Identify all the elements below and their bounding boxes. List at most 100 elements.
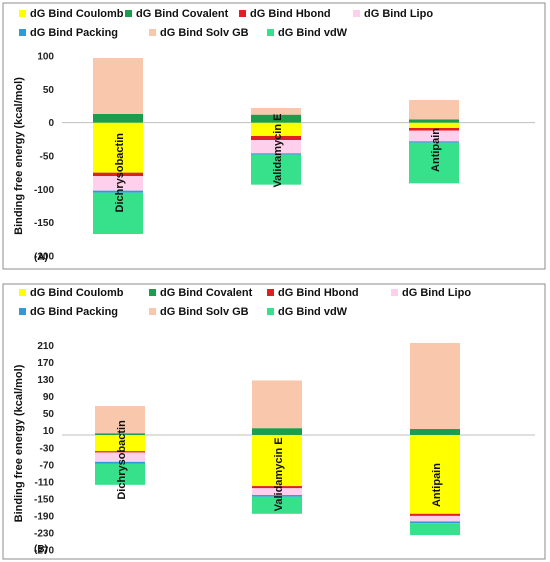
panel-a-bar-2-6 — [409, 142, 459, 184]
panel-b-ytick-6: -30 — [40, 443, 55, 454]
panel-b-ytick-12: -270 — [34, 546, 54, 557]
panel-a-legend-label-6: dG Bind vdW — [278, 27, 348, 39]
panel-a-legend-label-0: dG Bind Coulomb — [30, 8, 124, 20]
panel-b-legend-label-2: dG Bind Hbond — [278, 287, 359, 299]
panel-b-bar-2-3 — [410, 515, 460, 522]
panel-b-bar-0-4 — [95, 461, 145, 464]
panel-b-bar-0-1 — [95, 433, 145, 435]
panel-b-legend-label-0: dG Bind Coulomb — [30, 287, 124, 299]
panel-a-bar-2-5 — [409, 100, 459, 120]
panel-a-bar-1-4 — [251, 153, 301, 155]
panel-b-frame — [2, 283, 546, 560]
panel-b-bar-2-0 — [410, 434, 460, 514]
panel-a-legend-label-2: dG Bind Hbond — [250, 8, 331, 20]
panel-b-bar-1-3 — [252, 488, 302, 496]
panel-a-ytick-3: -50 — [40, 152, 55, 163]
panel-b-label: (B) — [34, 544, 48, 555]
panel-a-ytick-5: -150 — [34, 218, 54, 229]
panel-b-legend-label-1: dG Bind Covalent — [160, 287, 253, 299]
panel-b-ylabel: Binding free energy (kcal/mol) — [13, 364, 25, 522]
panel-b-ytick-7: -70 — [40, 460, 55, 471]
panel-b-legend-label-5: dG Bind Solv GB — [160, 306, 249, 318]
panel-a-legend-swatch-6 — [267, 29, 274, 36]
panel-b-bar-2-5 — [410, 342, 460, 430]
panel-a-bar-1-1 — [251, 114, 301, 123]
panel-a-legend-swatch-4 — [19, 29, 26, 36]
panel-a-legend-swatch-0 — [19, 10, 26, 17]
panel-a-legend-label-4: dG Bind Packing — [30, 27, 118, 39]
panel-a-ytick-0: 100 — [37, 52, 54, 63]
panel-a-bar-1-3 — [251, 140, 301, 154]
panel-a-bar-0-5 — [93, 58, 143, 114]
panel-a-ylabel: Binding free energy (kcal/mol) — [13, 77, 25, 235]
panel-a-ytick-6: -200 — [34, 252, 54, 263]
panel-b-legend-swatch-0 — [19, 289, 26, 296]
panel-b-ytick-10: -190 — [34, 511, 54, 522]
panel-b-bar-0-5 — [95, 406, 145, 434]
panel-a-bar-2-3 — [409, 130, 459, 142]
panel-b-legend-swatch-3 — [391, 289, 398, 296]
panel-b-bar-1-2 — [252, 486, 302, 489]
panel-a-category-label-1: Validamycin E — [272, 114, 284, 188]
panel-a-bar-1-5 — [251, 108, 301, 115]
panel-a-bar-1-0 — [251, 122, 301, 136]
panel-b-category-label-2: Antipain — [431, 463, 443, 507]
panel-b-ytick-8: -110 — [35, 477, 55, 488]
panel-a-bar-2-2 — [409, 128, 459, 131]
panel-a-bar-2-0 — [409, 122, 459, 128]
panel-b-bar-2-1 — [410, 429, 460, 435]
panel-a-label: (A) — [34, 252, 48, 263]
panel-a-legend-swatch-1 — [125, 10, 132, 17]
panel-a-legend-swatch-5 — [149, 29, 156, 36]
panel-b-ytick-9: -150 — [34, 494, 54, 505]
panel-a-category-label-2: Antipain — [430, 128, 442, 172]
panel-a-frame — [2, 2, 546, 270]
panel-b-legend-label-3: dG Bind Lipo — [402, 287, 471, 299]
panel-b-bar-0-3 — [95, 452, 145, 462]
panel-a-bar-0-4 — [93, 190, 143, 193]
panel-a-legend-swatch-2 — [239, 10, 246, 17]
panel-b-legend-swatch-2 — [267, 289, 274, 296]
panel-b-bar-0-6 — [95, 463, 145, 485]
panel-b-bar-2-2 — [410, 513, 460, 516]
panel-b-ytick-3: 90 — [43, 392, 55, 403]
panel-a-bar-0-0 — [93, 122, 143, 173]
panel-a-legend-label-1: dG Bind Covalent — [136, 8, 229, 20]
panel-b-legend-label-4: dG Bind Packing — [30, 306, 118, 318]
panel-b-legend-swatch-5 — [149, 308, 156, 315]
panel-b-bar-2-4 — [410, 521, 460, 524]
panel-b-bar-1-4 — [252, 495, 302, 497]
panel-a-ytick-4: -100 — [34, 185, 54, 196]
panel-b-bar-2-6 — [410, 523, 460, 536]
panel-a-bar-2-1 — [409, 119, 459, 123]
panel-a-bar-1-6 — [251, 154, 301, 185]
panel-b-ytick-11: -230 — [34, 528, 54, 539]
panel-b-legend-swatch-4 — [19, 308, 26, 315]
panel-b-category-label-0: Dichrysobactin — [116, 420, 128, 500]
panel-a-bar-0-1 — [93, 114, 143, 123]
panel-b-legend-swatch-6 — [267, 308, 274, 315]
panel-b-bar-1-6 — [252, 496, 302, 514]
panel-b-bar-0-2 — [95, 451, 145, 453]
panel-b-bar-0-0 — [95, 434, 145, 452]
panel-a-bar-2-4 — [409, 141, 459, 143]
panel-b-bar-1-0 — [252, 434, 302, 487]
panel-a-legend-swatch-3 — [353, 10, 360, 17]
panel-a-bar-1-2 — [251, 136, 301, 140]
panel-b-bar-1-5 — [252, 380, 302, 429]
panel-a-ytick-1: 50 — [43, 85, 55, 96]
panel-a-category-label-0: Dichrysobactin — [114, 133, 126, 213]
panel-b-ytick-2: 130 — [37, 375, 54, 386]
panel-b-legend-swatch-1 — [149, 289, 156, 296]
panel-b-legend-label-6: dG Bind vdW — [278, 306, 348, 318]
panel-a-bar-0-2 — [93, 172, 143, 176]
panel-b-ytick-4: 50 — [43, 409, 55, 420]
panel-a-bar-0-6 — [93, 192, 143, 234]
panel-b-bar-1-1 — [252, 428, 302, 435]
panel-b-category-label-1: Validamycin E — [273, 437, 285, 511]
panel-b-ytick-5: 10 — [43, 426, 55, 437]
panel-a-legend-label-5: dG Bind Solv GB — [160, 27, 249, 39]
panel-a-bar-0-3 — [93, 176, 143, 191]
